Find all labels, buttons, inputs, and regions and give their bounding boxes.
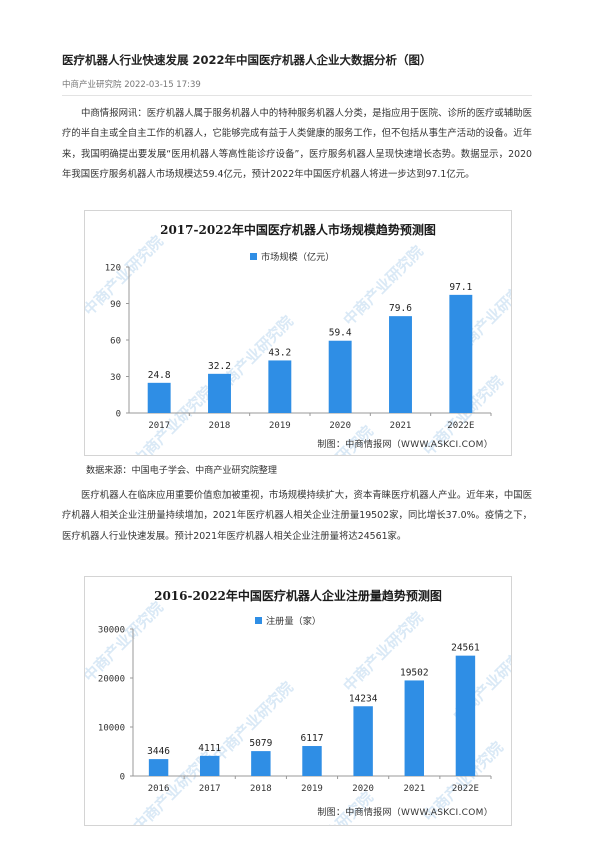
- chart-market-size-svg: 中商产业研究院中商产业研究院中商产业研究院中商产业研究院中商产业研究院中商产业研…: [85, 232, 511, 455]
- chart-market-size: 中商产业研究院 中商产业研究院 中商产业研究院 中商产业研究院 中商产业研究院 中商产业研…: [84, 210, 512, 456]
- paragraph-intro: 中商情报网讯：医疗机器人属于服务机器人中的特种服务机器人分类，是指应用于医院、诊…: [62, 108, 532, 180]
- chart-market-size-legend-label: 市场规模（亿元）: [261, 252, 335, 263]
- chart-registrations: 中商产业研究院 中商产业研究院 中商产业研究院 中商产业研究院 中商产业研究院 中商产业研…: [84, 576, 512, 826]
- bar: [251, 751, 271, 776]
- bar: [199, 755, 220, 776]
- y-tick-label: 30000: [98, 626, 125, 636]
- y-tick-label: 120: [105, 264, 121, 274]
- chart-market-size-credit: 制图：中商情报网（WWW.ASKCI.COM）: [317, 440, 493, 450]
- y-tick-label: 60: [110, 337, 121, 347]
- bar: [404, 680, 425, 776]
- bar-value-label: 32.2: [208, 361, 231, 372]
- chart-registrations-legend: 注册量（家）: [255, 613, 321, 627]
- watermark-text: 中商产业研究院: [85, 598, 167, 685]
- bar-value-label: 4111: [198, 743, 221, 754]
- x-tick-label: 2021: [403, 784, 425, 794]
- x-tick-label: 2022E: [452, 784, 479, 794]
- bar-value-label: 59.4: [329, 328, 352, 339]
- x-tick-label: 2020: [329, 421, 351, 431]
- bar-value-label: 14234: [349, 693, 378, 704]
- x-tick-label: 2018: [209, 421, 231, 431]
- bar: [328, 340, 352, 413]
- chart-registrations-svg: 中商产业研究院中商产业研究院中商产业研究院中商产业研究院中商产业研究院中商产业研…: [85, 598, 511, 825]
- watermark-text: 中商产业研究院: [85, 232, 167, 319]
- x-tick-label: 2022E: [447, 421, 474, 431]
- y-tick-label: 20000: [98, 675, 125, 685]
- bar-value-label: 5079: [249, 738, 272, 749]
- x-tick-label: 2021: [390, 421, 412, 431]
- chart-registrations-legend-label: 注册量（家）: [266, 616, 322, 627]
- data-source: 数据来源：中国电子学会、中商产业研究院整理: [86, 466, 277, 476]
- bar-value-label: 3446: [147, 746, 170, 757]
- legend-swatch: [255, 617, 262, 624]
- bar: [208, 373, 231, 413]
- y-tick-label: 10000: [98, 724, 125, 734]
- bar-value-label: 43.2: [268, 347, 291, 358]
- x-tick-label: 2020: [352, 784, 374, 794]
- bar-value-label: 24561: [451, 643, 480, 654]
- bar-value-label: 97.1: [449, 282, 472, 293]
- chart-registrations-title: 2016-2022年中国医疗机器人企业注册量趋势预测图: [154, 589, 442, 603]
- x-tick-label: 2019: [301, 784, 323, 794]
- y-tick-label: 30: [110, 373, 121, 383]
- paragraph-registrations: 医疗机器人在临床应用重要价值愈加被重视，市场规模持续扩大，资本青睐医疗机器人产业…: [62, 490, 532, 542]
- legend-swatch: [250, 253, 257, 260]
- bar-value-label: 6117: [301, 733, 324, 744]
- y-tick-label: 0: [120, 773, 125, 783]
- x-tick-label: 2018: [250, 784, 272, 794]
- chart-market-size-title: 2017-2022年中国医疗机器人市场规模趋势预测图: [160, 223, 436, 237]
- bar-value-label: 79.6: [389, 303, 412, 314]
- watermark-text: 中商产业研究院: [340, 242, 427, 329]
- y-tick-label: 90: [110, 300, 121, 310]
- bar: [389, 316, 412, 413]
- article-title: 医疗机器人行业快速发展 2022年中国医疗机器人企业大数据分析（图）: [62, 53, 432, 67]
- y-tick-label: 0: [116, 410, 121, 420]
- bar: [302, 746, 322, 776]
- bar: [268, 360, 292, 413]
- bar: [449, 294, 473, 413]
- bar: [455, 655, 476, 776]
- chart-registrations-credit: 制图：中商情报网（WWW.ASKCI.COM）: [317, 808, 493, 818]
- chart-market-size-legend: 市场规模（亿元）: [250, 249, 335, 263]
- x-tick-label: 2017: [199, 784, 221, 794]
- bar-value-label: 24.8: [148, 370, 171, 381]
- x-tick-label: 2016: [148, 784, 170, 794]
- x-tick-label: 2019: [269, 421, 291, 431]
- watermark-text: 中商产业研究院: [130, 382, 217, 455]
- article-meta: 中商产业研究院 2022-03-15 17:39: [62, 80, 201, 90]
- bar-value-label: 19502: [400, 667, 429, 678]
- bar: [353, 706, 373, 776]
- divider: [62, 95, 532, 96]
- bar: [147, 382, 171, 413]
- bar: [148, 759, 169, 776]
- x-tick-label: 2017: [148, 421, 170, 431]
